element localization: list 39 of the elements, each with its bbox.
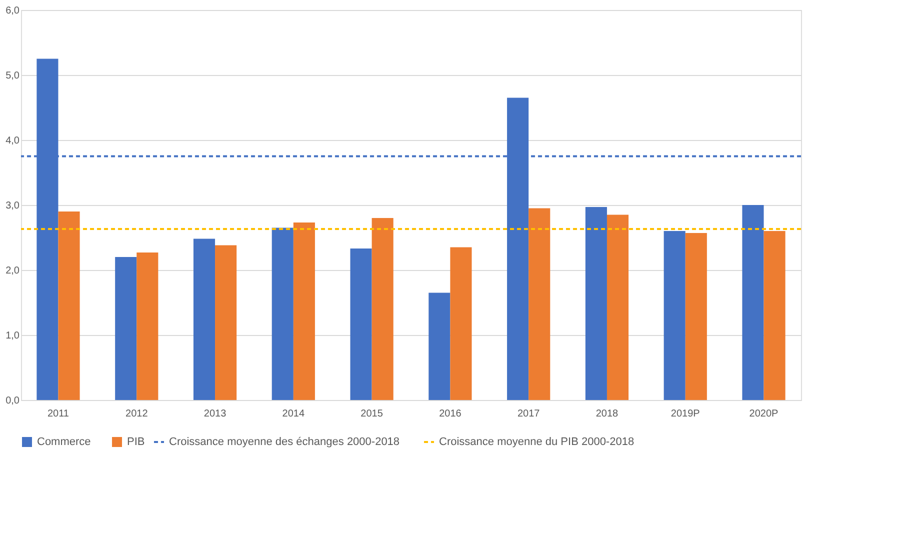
y-tick-label: 6,0: [6, 6, 20, 16]
x-tick-label: 2014: [282, 408, 305, 420]
bar: [450, 247, 472, 400]
bar: [215, 245, 237, 400]
bar: [193, 238, 216, 400]
bar: [115, 257, 137, 400]
x-tick-label: 2017: [517, 408, 540, 420]
bar: [428, 292, 450, 400]
bar: [742, 205, 764, 400]
legend-label: PIB: [127, 436, 145, 448]
x-tick-label: 2011: [47, 408, 70, 420]
y-tick-label: 1,0: [6, 330, 20, 342]
x-tick-label: 2016: [439, 408, 462, 420]
y-tick-label: 2,0: [6, 266, 20, 276]
legend-label: Commerce: [37, 436, 91, 448]
bar: [585, 206, 607, 400]
bar: [136, 252, 158, 400]
bar: [350, 248, 372, 400]
x-tick-label: 2018: [596, 408, 619, 420]
y-tick-label: 5,0: [6, 70, 20, 82]
legend-label: Croissance moyenne des échanges 2000-2018: [169, 436, 400, 448]
y-tick-label: 4,0: [6, 136, 20, 146]
bar: [764, 231, 786, 400]
bar: [606, 214, 629, 400]
bar: [293, 222, 315, 400]
x-tick-label: 2015: [360, 408, 384, 420]
bar: [528, 208, 550, 400]
legend-label: Croissance moyenne du PIB 2000-2018: [439, 436, 634, 448]
y-tick-label: 0,0: [6, 396, 20, 406]
x-tick-label: 2012: [126, 408, 148, 420]
bar: [58, 212, 80, 400]
bar: [664, 231, 686, 400]
bar: [372, 218, 394, 400]
x-tick-label: 2020P: [749, 408, 779, 420]
bar: [272, 228, 294, 400]
x-tick-label: 2013: [204, 408, 227, 420]
x-tick-label: 2019P: [670, 408, 700, 420]
bar: [685, 232, 707, 400]
y-tick-label: 3,0: [6, 200, 20, 212]
